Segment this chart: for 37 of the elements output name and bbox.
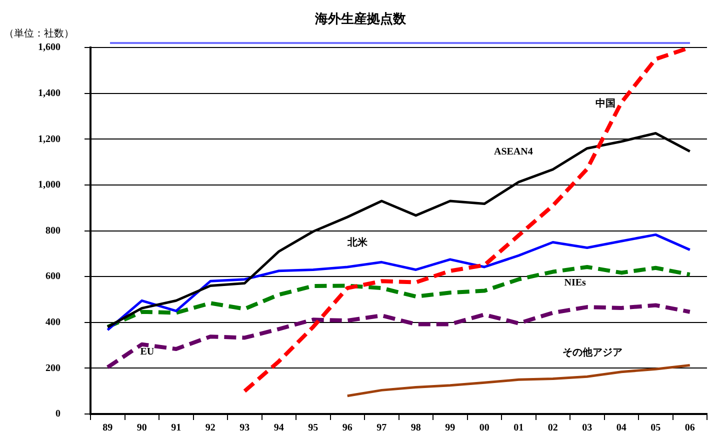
series-label: NIEs [564,277,586,288]
series-label: 中国 [595,98,616,110]
x-tick-label: 93 [240,422,250,434]
x-tick-label: 91 [171,422,182,434]
x-tick-label: 04 [616,422,626,434]
line-series [106,264,692,329]
x-tick-label: 02 [548,422,558,434]
x-tick-label: 00 [479,422,490,434]
x-tick-label: 89 [102,422,113,434]
y-tick-label: 1,000 [38,180,60,191]
y-axis-title: （単位：社数） [4,28,74,40]
x-tick-label: 97 [376,422,387,434]
series-label: 北米 [346,236,368,248]
x-tick-label: 94 [274,422,284,434]
x-tick-label: 06 [684,422,695,434]
x-tick-label: 03 [582,422,592,434]
x-tick-label: 90 [136,422,147,434]
y-tick-label: 1,400 [38,88,60,99]
chart-title: 海外生産拠点数 [314,11,407,28]
series-label: EU [140,346,154,358]
y-tick-label: 1,200 [38,134,60,145]
x-tick-label: 96 [342,422,352,434]
line-series [106,303,692,370]
y-tick-label: 0 [56,408,60,420]
series-label: ASEAN4 [494,146,533,158]
y-tick-label: 400 [46,316,60,328]
x-tick-label: 99 [445,422,456,434]
x-tick-label: 95 [308,422,318,434]
y-tick-label: 1,600 [38,42,60,54]
y-tick-label: 600 [46,271,60,282]
series-label: その他アジア [562,346,622,358]
y-tick-label: 200 [46,362,60,374]
x-tick-label: 05 [650,422,661,434]
y-tick-label: 800 [46,225,60,236]
x-tick-label: 92 [205,422,216,434]
x-tick-label: 98 [410,422,421,434]
x-tick-label: 01 [514,422,524,434]
